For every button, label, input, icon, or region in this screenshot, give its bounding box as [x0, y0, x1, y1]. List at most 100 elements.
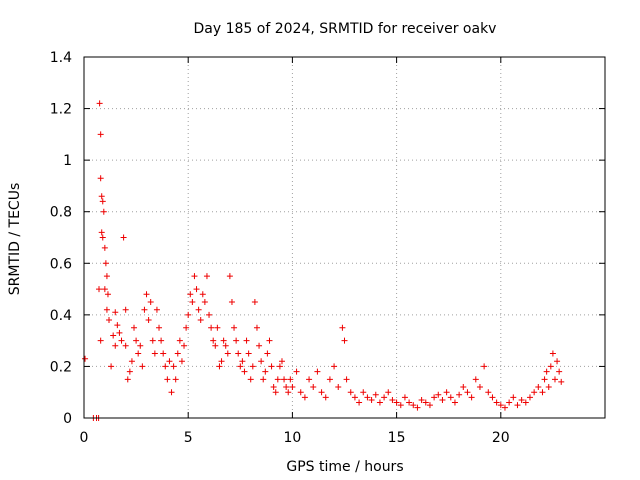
data-point: [166, 358, 173, 365]
data-point: [206, 311, 213, 318]
data-point: [185, 311, 192, 318]
data-point: [347, 389, 354, 396]
data-point: [214, 324, 221, 331]
data-point: [170, 363, 177, 370]
data-point: [116, 329, 123, 336]
x-tick-label: 0: [80, 430, 89, 446]
data-point: [131, 324, 138, 331]
y-tick-label: 0.2: [50, 359, 72, 375]
data-point: [137, 342, 144, 349]
y-tick-label: 0.4: [50, 308, 72, 324]
data-point: [101, 244, 108, 251]
data-point: [110, 332, 117, 339]
data-point: [224, 350, 231, 357]
data-point: [481, 363, 488, 370]
data-point: [501, 404, 508, 411]
data-point: [514, 402, 521, 409]
data-point: [293, 368, 300, 375]
data-point: [103, 306, 110, 313]
data-point: [266, 337, 273, 344]
data-point: [168, 389, 175, 396]
data-point: [99, 198, 106, 205]
data-point: [218, 358, 225, 365]
data-point: [118, 337, 125, 344]
data-point: [220, 337, 227, 344]
data-point: [143, 291, 150, 298]
data-point: [174, 350, 181, 357]
data-point: [322, 394, 329, 401]
data-point: [526, 394, 533, 401]
data-point: [104, 291, 111, 298]
y-tick-label: 1.4: [50, 50, 72, 66]
data-point: [541, 376, 548, 383]
data-point: [272, 389, 279, 396]
data-point: [389, 396, 396, 403]
plot-frame: [83, 56, 606, 419]
data-point: [235, 350, 242, 357]
data-point: [318, 389, 325, 396]
data-point: [141, 306, 148, 313]
data-point: [162, 363, 169, 370]
data-point: [97, 337, 104, 344]
data-point: [99, 234, 106, 241]
x-tick-label: 10: [283, 430, 301, 446]
data-point: [189, 298, 196, 305]
data-point: [216, 363, 223, 370]
data-point: [247, 376, 254, 383]
data-point: [98, 193, 105, 200]
data-point: [472, 376, 479, 383]
data-point: [426, 402, 433, 409]
data-point: [241, 368, 248, 375]
data-point: [106, 317, 113, 324]
data-point: [283, 384, 290, 391]
data-point: [431, 394, 438, 401]
data-point: [133, 337, 140, 344]
data-point: [126, 368, 133, 375]
data-point: [510, 394, 517, 401]
data-point: [547, 363, 554, 370]
grid-lines: [84, 57, 605, 418]
data-point: [310, 384, 317, 391]
data-point: [535, 384, 542, 391]
data-point: [439, 396, 446, 403]
x-tick-label: 5: [184, 430, 193, 446]
data-point: [149, 337, 156, 344]
data-point: [314, 368, 321, 375]
data-point: [103, 273, 110, 280]
data-point: [551, 376, 558, 383]
data-point: [549, 350, 556, 357]
y-tick-label: 0.6: [50, 256, 72, 272]
data-point: [101, 286, 108, 293]
data-point: [135, 350, 142, 357]
data-point: [278, 358, 285, 365]
data-point: [489, 394, 496, 401]
data-point: [543, 368, 550, 375]
chart-title: Day 185 of 2024, SRMTID for receiver oak…: [194, 21, 497, 37]
data-point: [158, 337, 165, 344]
data-point: [435, 391, 442, 398]
data-point: [381, 394, 388, 401]
data-point: [264, 350, 271, 357]
data-point: [360, 389, 367, 396]
data-point: [203, 273, 210, 280]
data-point: [145, 317, 152, 324]
data-point: [306, 376, 313, 383]
data-point: [153, 306, 160, 313]
data-point: [181, 342, 188, 349]
data-point: [258, 358, 265, 365]
data-point: [231, 324, 238, 331]
data-point: [164, 376, 171, 383]
data-point: [281, 376, 288, 383]
data-point: [249, 363, 256, 370]
y-tick-label: 1: [63, 153, 72, 169]
data-point: [233, 337, 240, 344]
data-point: [245, 350, 252, 357]
data-point: [493, 399, 500, 406]
data-point: [497, 402, 504, 409]
data-point: [301, 394, 308, 401]
data-point: [341, 337, 348, 344]
data-point: [335, 384, 342, 391]
data-point: [122, 342, 129, 349]
data-point: [256, 342, 263, 349]
data-point: [460, 384, 467, 391]
